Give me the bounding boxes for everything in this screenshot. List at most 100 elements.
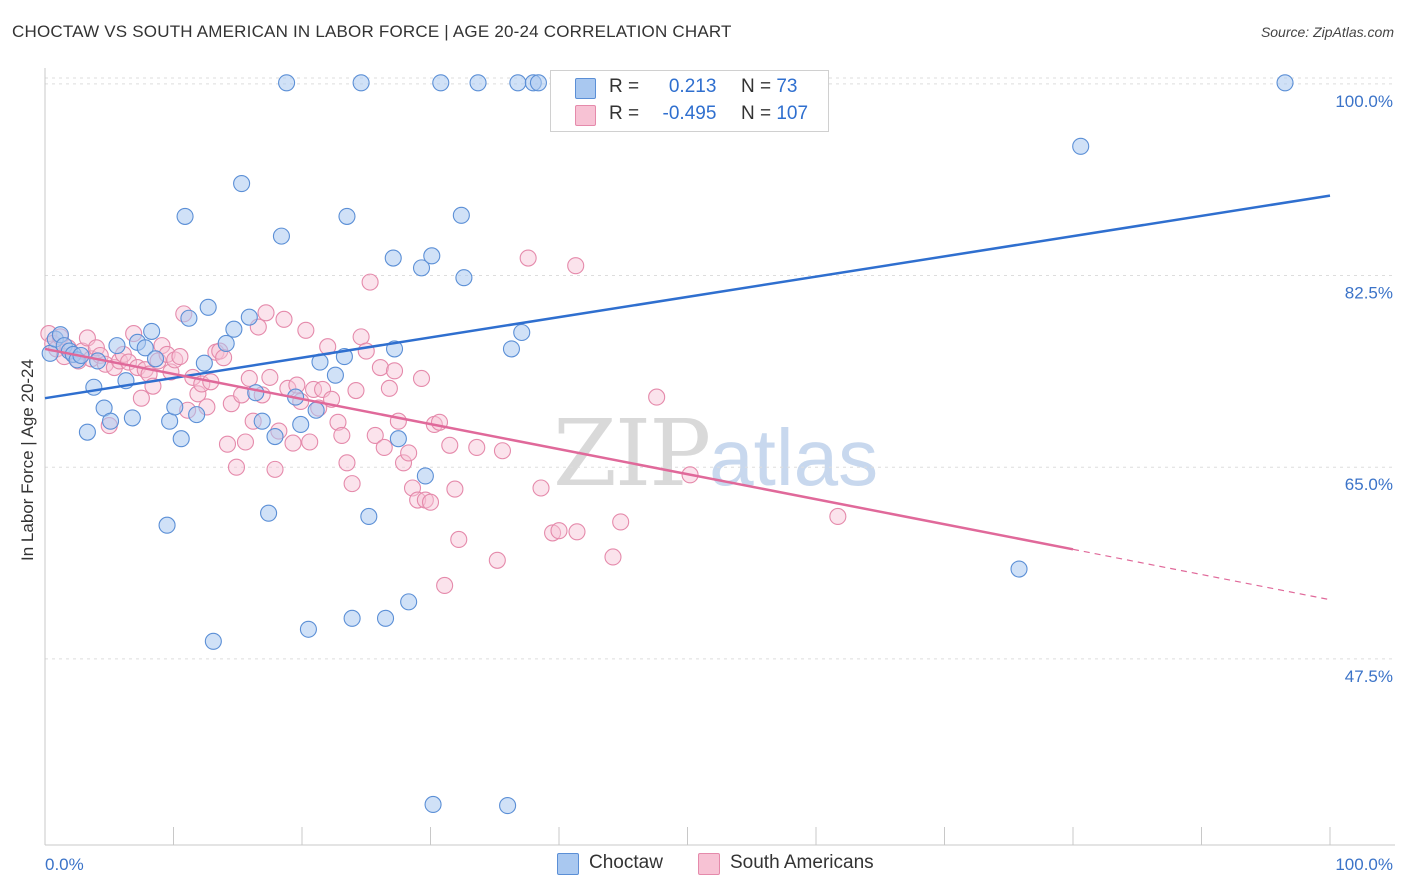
south-americans-point	[400, 444, 418, 462]
choctaw-point	[455, 269, 473, 287]
choctaw-point	[204, 632, 222, 650]
choctaw-point	[424, 795, 442, 814]
choctaw-point	[260, 504, 278, 522]
choctaw-point	[529, 74, 547, 92]
choctaw-point	[166, 398, 184, 416]
south-americans-point	[361, 273, 379, 291]
south-americans-point	[257, 304, 275, 322]
south-americans-point	[519, 249, 537, 267]
choctaw-point	[217, 334, 235, 352]
trend-lines	[44, 194, 1331, 601]
south-americans-point	[612, 513, 630, 531]
south-americans-point	[338, 454, 356, 472]
stats-legend: R = 0.213 N = 73 R = -0.495 N = 107	[550, 70, 829, 132]
choctaw-point	[108, 337, 126, 355]
watermark-atlas: atlas	[709, 413, 879, 502]
chart-title: CHOCTAW VS SOUTH AMERICAN IN LABOR FORCE…	[12, 22, 732, 41]
south-americans-point	[532, 479, 550, 497]
south-americans-point	[284, 434, 302, 452]
choctaw-point	[389, 430, 407, 448]
south-americans-point	[550, 522, 568, 540]
choctaw-point	[1010, 560, 1028, 578]
choctaw-point	[101, 412, 120, 430]
n-label: N =	[740, 76, 772, 97]
choctaw-point	[278, 74, 296, 92]
x-tick-label: 0.0%	[45, 855, 84, 874]
choctaw-point	[513, 323, 531, 342]
choctaw-point	[247, 384, 265, 402]
choctaw-point	[253, 412, 271, 430]
south-americans-point	[436, 576, 454, 595]
choctaw-point	[292, 415, 310, 434]
choctaw-point	[400, 593, 418, 611]
south-americans-trend-line	[44, 347, 1074, 551]
r-label: R =	[609, 76, 640, 97]
south-americans-point	[275, 310, 293, 328]
choctaw-point	[41, 344, 59, 362]
choctaw-point	[1072, 137, 1090, 155]
choctaw-trend-line	[44, 194, 1331, 400]
south-americans-point	[347, 381, 365, 400]
choctaw-swatch	[575, 78, 596, 99]
south-americans-point	[343, 475, 361, 493]
south-americans-point	[333, 426, 351, 444]
choctaw-point	[338, 207, 356, 225]
south-americans-point	[385, 362, 404, 380]
choctaw-point	[240, 308, 258, 326]
south-americans-point	[568, 523, 586, 541]
choctaw-point	[499, 797, 517, 815]
south-americans-point	[227, 458, 246, 476]
south-americans-point	[171, 348, 189, 366]
south-americans-point	[261, 368, 279, 386]
choctaw-point	[176, 207, 194, 225]
choctaw-point	[266, 427, 284, 446]
choctaw-point	[326, 366, 344, 384]
x-tick-label: 100.0%	[1335, 855, 1393, 874]
choctaw-point	[384, 249, 402, 267]
choctaw-point	[85, 378, 103, 396]
choctaw-point	[188, 406, 206, 424]
south-americans-point	[266, 460, 284, 478]
choctaw-point	[360, 507, 378, 526]
south-americans-point	[329, 413, 347, 431]
choctaw-legend-label: Choctaw	[589, 852, 663, 873]
n-value: 73	[776, 76, 798, 97]
choctaw-point	[502, 340, 521, 358]
south-americans-point	[166, 351, 184, 369]
n-label: N =	[740, 103, 772, 124]
choctaw-point	[136, 339, 154, 357]
choctaw-point	[123, 409, 141, 427]
south-americans-point	[380, 379, 398, 397]
south-americans-point	[493, 442, 512, 460]
choctaw-point	[299, 620, 317, 638]
south-americans-point	[488, 551, 506, 569]
choctaw-point	[158, 516, 176, 534]
tick-labels: 100.0% 82.5% 65.0% 47.5% 0.0% 100.0%	[45, 92, 1393, 874]
gridlines	[45, 77, 1395, 660]
legend-text-choctaw: R = 0.213 N = 73	[609, 76, 797, 98]
south-americans-point	[305, 380, 323, 398]
choctaw-point	[469, 74, 487, 92]
choctaw-point	[412, 259, 431, 277]
choctaw-point	[432, 74, 450, 92]
south-americans-point	[446, 480, 464, 498]
south-americans-point	[648, 388, 666, 406]
south-americans-point	[604, 548, 622, 566]
south-americans-point	[301, 433, 319, 451]
choctaw-point	[307, 401, 325, 419]
y-tick-label: 100.0%	[1335, 92, 1393, 111]
south-americans-point	[375, 438, 393, 457]
south-americans-point	[567, 257, 585, 275]
r-value: -0.495	[662, 103, 717, 124]
south-americans-point	[297, 321, 315, 339]
south-americans-point	[394, 454, 413, 472]
y-tick-label: 47.5%	[1345, 667, 1393, 686]
choctaw-point	[172, 430, 190, 448]
y-tick-label: 82.5%	[1345, 284, 1393, 303]
choctaw-point	[199, 298, 217, 316]
choctaw-point	[233, 175, 251, 193]
source-label: Source: ZipAtlas.com	[1260, 24, 1394, 40]
choctaw-points	[41, 74, 1294, 815]
south-americans-point	[468, 438, 486, 457]
